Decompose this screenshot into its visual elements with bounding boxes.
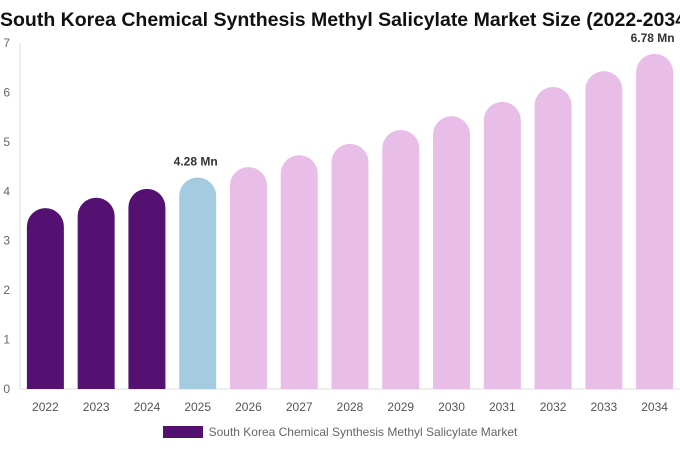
- y-tick-label: 4: [3, 184, 10, 198]
- y-tick-label: 0: [3, 382, 10, 396]
- x-tick-label: 2025: [184, 400, 211, 414]
- y-tick-label: 5: [3, 135, 10, 149]
- legend-label: South Korea Chemical Synthesis Methyl Sa…: [208, 425, 518, 439]
- bar-2033: [585, 71, 623, 390]
- bar-2022: [26, 208, 64, 389]
- bar-2025: [179, 177, 217, 389]
- x-tick-label: 2033: [590, 400, 617, 414]
- x-tick-label: 2031: [489, 400, 516, 414]
- bar-2023: [77, 197, 115, 389]
- x-tick-label: 2023: [83, 400, 110, 414]
- x-tick-label: 2022: [32, 400, 59, 414]
- x-tick-label: 2027: [286, 400, 313, 414]
- legend: South Korea Chemical Synthesis Methyl Sa…: [0, 425, 680, 439]
- y-tick-label: 1: [3, 333, 10, 347]
- x-tick-label: 2028: [337, 400, 364, 414]
- y-tick-label: 3: [3, 234, 10, 248]
- bar-2034: [636, 53, 674, 390]
- y-tick-label: 7: [3, 36, 10, 50]
- bar-2030: [433, 116, 471, 389]
- x-tick-label: 2026: [235, 400, 262, 414]
- y-tick-label: 2: [3, 283, 10, 297]
- x-tick-label: 2030: [438, 400, 465, 414]
- bar-2028: [331, 143, 369, 389]
- bar-2029: [382, 129, 420, 389]
- x-tick-label: 2029: [387, 400, 414, 414]
- x-tick-label: 2034: [641, 400, 668, 414]
- x-tick-label: 2032: [540, 400, 567, 414]
- data-label-2025: 4.28 Mn: [174, 154, 218, 168]
- bar-2026: [229, 167, 267, 389]
- bar-2031: [483, 101, 521, 389]
- bar-2027: [280, 155, 318, 389]
- legend-swatch: [162, 426, 203, 438]
- bar-2024: [128, 188, 166, 389]
- x-tick-label: 2024: [134, 400, 161, 414]
- chart-title: South Korea Chemical Synthesis Methyl Sa…: [0, 9, 680, 31]
- data-label-2034: 6.78 Mn: [631, 31, 675, 45]
- y-tick-label: 6: [3, 85, 10, 99]
- bar-2032: [534, 86, 572, 390]
